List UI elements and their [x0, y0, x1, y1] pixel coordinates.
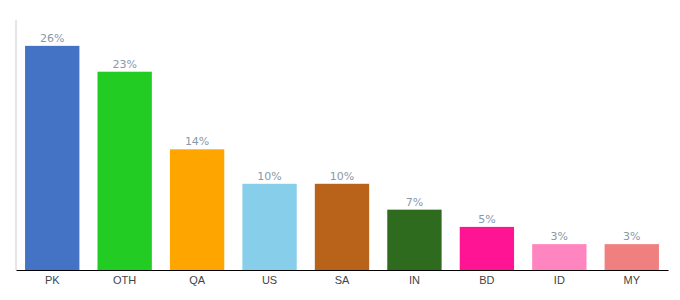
x-tick: OTH	[113, 270, 136, 286]
bar	[387, 210, 441, 270]
bar	[605, 244, 659, 270]
data-label: 14%	[185, 135, 209, 148]
bar	[98, 72, 152, 270]
bar	[170, 149, 224, 270]
x-tick: PK	[45, 270, 60, 286]
data-label: 26%	[40, 32, 64, 45]
x-tick: MY	[624, 270, 641, 286]
data-label: 7%	[406, 196, 423, 209]
chart: 26% 23% 14% 10% 10% 7% 5% 3% 3% PK OTH QA US SA IN BD ID…	[0, 0, 680, 300]
bar	[315, 184, 369, 270]
bar	[532, 244, 586, 270]
x-tick-label: QA	[189, 274, 206, 286]
bars	[25, 46, 659, 270]
bar	[242, 184, 296, 270]
x-tick-label: OTH	[113, 274, 136, 286]
x-tick-label: MY	[624, 274, 641, 286]
x-tick: IN	[409, 270, 420, 286]
x-tick-label: US	[262, 274, 277, 286]
x-tick-label: SA	[335, 274, 350, 286]
x-tick-label: IN	[409, 274, 420, 286]
x-tick-label: BD	[479, 274, 494, 286]
x-tick: BD	[479, 270, 494, 286]
data-label: 10%	[257, 170, 281, 183]
x-tick: SA	[335, 270, 350, 286]
data-label: 23%	[112, 58, 136, 71]
x-axis-line	[17, 270, 669, 271]
y-axis-line	[16, 20, 17, 270]
data-label: 5%	[478, 213, 495, 226]
data-label: 10%	[330, 170, 354, 183]
x-axis: PK OTH QA US SA IN BD ID MY	[17, 270, 669, 286]
x-tick-label: PK	[45, 274, 60, 286]
bar	[25, 46, 79, 270]
plot-area: 26% 23% 14% 10% 10% 7% 5% 3% 3% PK OTH QA US SA IN BD ID…	[16, 20, 669, 286]
data-label: 3%	[551, 230, 568, 243]
x-tick: QA	[189, 270, 206, 286]
data-labels: 26% 23% 14% 10% 10% 7% 5% 3% 3%	[40, 32, 641, 243]
bar	[460, 227, 514, 270]
x-tick: US	[262, 270, 277, 286]
data-label: 3%	[623, 230, 640, 243]
x-tick: ID	[554, 270, 565, 286]
x-tick-label: ID	[554, 274, 565, 286]
